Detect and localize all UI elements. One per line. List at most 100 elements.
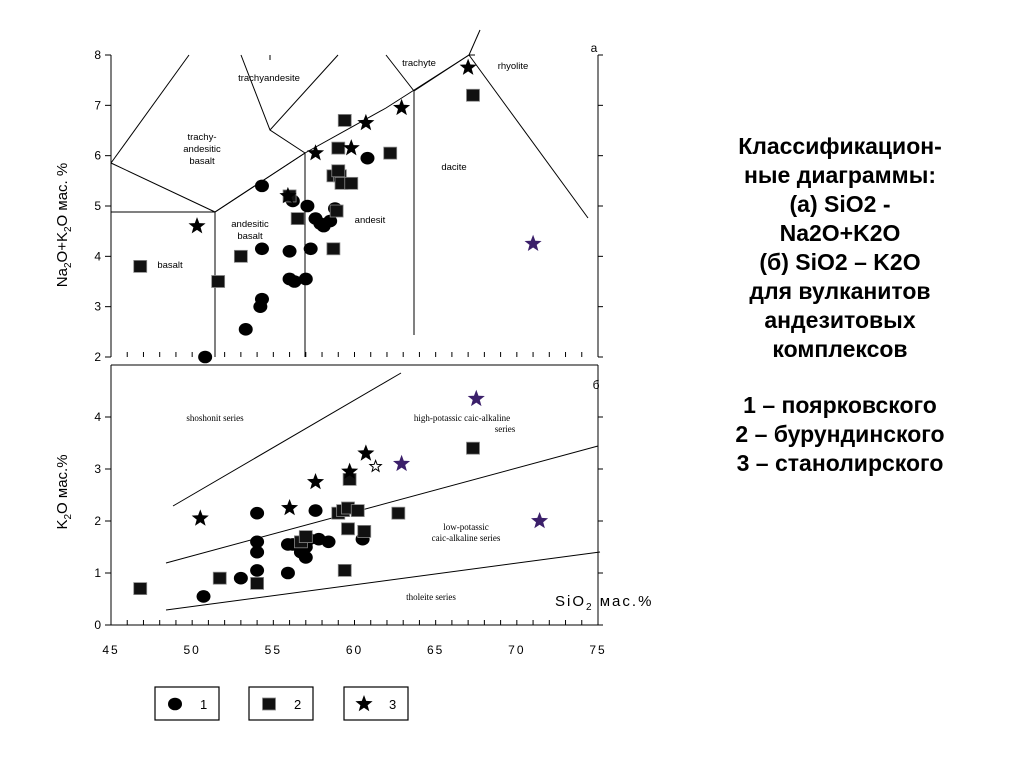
- y-tick-label: 3: [94, 300, 101, 314]
- complex-legend-line: 1 – поярковского: [743, 392, 937, 418]
- caption-title-line: комплексов: [772, 336, 908, 362]
- data-point-series-1: [198, 350, 213, 364]
- y-tick-label: 4: [94, 410, 101, 424]
- panel-b-y-axis-title: K2O мас.%: [54, 454, 74, 529]
- field-label: andesitic basalt: [231, 219, 269, 242]
- data-point-series-3: [524, 234, 542, 251]
- data-point-series-3: [531, 512, 549, 529]
- data-point-series-1: [298, 272, 313, 286]
- data-point-series-1: [282, 245, 297, 258]
- data-point-series-2: [350, 504, 365, 518]
- data-point-series-1: [298, 551, 313, 564]
- caption-title-line: (б) SiO2 – K2O: [759, 249, 921, 275]
- data-point-series-1: [250, 535, 265, 549]
- data-point-series-2: [326, 242, 341, 256]
- caption-title: Классификацион- ные диаграммы: (а) SiO2 …: [690, 132, 990, 364]
- x-tick-label: 45: [102, 643, 119, 657]
- data-point-series-2: [341, 522, 355, 536]
- y-tick-label: 0: [94, 618, 101, 632]
- data-point-series-2: [391, 506, 406, 520]
- data-point-series-2: [233, 249, 248, 263]
- data-point-series-1: [303, 242, 318, 256]
- y-tick-label: 5: [94, 199, 101, 213]
- series-field-label: tholeite series: [406, 592, 456, 602]
- panel-b-series-boundaries: [165, 372, 601, 611]
- panel-a-y-ticks: 2 3 4 5 6 7 8: [94, 48, 603, 364]
- data-point-series-2: [133, 582, 148, 595]
- series-field-label: low-potassic caic-alkaline series: [432, 522, 501, 543]
- data-point-series-3: [393, 98, 411, 116]
- y-tick-label: 7: [94, 98, 101, 112]
- data-point-series-3: [188, 217, 206, 234]
- data-point-series-2: [466, 441, 480, 455]
- y-tick-label: 2: [94, 514, 101, 528]
- field-label: andesit: [355, 215, 386, 226]
- panel-b-data-points: [133, 389, 549, 603]
- panel-b-x-ticks: 45 50 55 60 65 70 75: [102, 620, 606, 657]
- data-point-series-3: [357, 444, 375, 461]
- data-point-series-1: [254, 242, 269, 256]
- caption-title-line: андезитовых: [764, 307, 916, 333]
- x-tick-label: 75: [589, 643, 606, 657]
- data-point-series-3: [341, 462, 359, 479]
- data-point-series-1: [300, 199, 315, 213]
- caption-title-line: для вулканитов: [749, 278, 931, 304]
- slide-caption: Классификацион- ные диаграммы: (а) SiO2 …: [690, 132, 990, 478]
- legend-label: 1: [200, 697, 207, 712]
- data-point-series-1: [360, 151, 375, 165]
- data-point-series-1: [233, 571, 248, 585]
- data-point-series-2: [290, 212, 305, 225]
- data-point-series-3: [307, 473, 325, 490]
- legend-item-1: 1: [154, 686, 220, 721]
- caption-title-line: (а) SiO2 -: [789, 191, 891, 217]
- legend-box: [343, 686, 409, 721]
- field-label: dacite: [441, 162, 466, 173]
- data-point-series-3: [357, 113, 375, 131]
- legend-label: 3: [389, 697, 396, 712]
- complex-legend-list: 1 – поярковского 2 – бурундинского 3 – с…: [690, 391, 990, 478]
- data-point-series-1: [287, 275, 302, 288]
- field-label: basalt: [157, 260, 183, 271]
- panel-b-label: б: [593, 378, 600, 392]
- legend-box: [154, 686, 220, 721]
- x-tick-label: 60: [346, 643, 363, 657]
- data-point-series-3: [393, 454, 411, 472]
- y-tick-label: 4: [94, 249, 101, 263]
- field-label: trachy-andesitic basalt: [183, 132, 221, 167]
- legend-label: 2: [294, 697, 301, 712]
- data-point-series-3: [191, 509, 209, 526]
- field-label: trachyandesite: [238, 73, 300, 84]
- data-point-series-3: [307, 144, 325, 161]
- y-tick-label: 8: [94, 48, 101, 62]
- data-point-series-1: [254, 292, 269, 306]
- y-tick-label: 2: [94, 350, 101, 364]
- data-point-series-2: [211, 275, 226, 288]
- data-point-series-2: [383, 146, 398, 160]
- data-point-series-3: [368, 458, 383, 473]
- data-point-series-2: [133, 259, 148, 273]
- legend-item-2: 2: [248, 686, 314, 721]
- panel-a-data-points: [133, 58, 542, 364]
- legend-item-3: 3: [343, 686, 409, 721]
- data-point-series-3: [342, 139, 360, 156]
- data-point-series-1: [323, 214, 338, 228]
- data-point-series-3: [281, 499, 299, 516]
- data-point-series-1: [196, 590, 211, 603]
- data-point-series-2: [337, 114, 352, 127]
- panel-b-x-axis-title: SiO2 мас.%: [555, 593, 653, 613]
- panel-a-field-boundaries: [110, 29, 589, 357]
- series-field-label: high-potassic caic-alkaline series: [414, 413, 516, 434]
- data-point-series-2: [250, 577, 265, 590]
- panel-b-field-labels: shoshonit series high-potassic caic-alkal…: [186, 413, 515, 602]
- panel-a-tas-diagram: 2 3 4 5 6 7 8 trachyandesite trachy-andesitic ba…: [54, 29, 603, 364]
- panel-b-k2o-diagram: 0 1 2 3 4 45 50 55 60 65 70 75 shoshonit series hig…: [54, 364, 653, 657]
- data-point-series-3: [467, 389, 485, 407]
- legend-star-icon: [355, 695, 373, 712]
- y-tick-label: 1: [94, 566, 101, 580]
- series-field-label: shoshonit series: [186, 413, 244, 423]
- data-point-series-2: [344, 176, 359, 190]
- data-point-series-1: [254, 179, 269, 193]
- x-tick-label: 70: [508, 643, 525, 657]
- data-point-series-1: [321, 535, 336, 549]
